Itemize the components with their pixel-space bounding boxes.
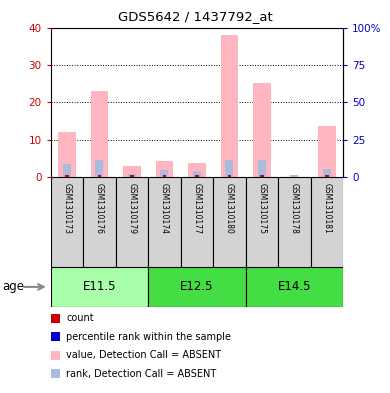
Bar [213,177,246,267]
Bar [253,83,271,177]
Bar [193,171,201,177]
Text: GSM1310179: GSM1310179 [128,183,136,234]
Bar [51,267,148,307]
Bar [90,91,108,177]
Text: GSM1310174: GSM1310174 [160,183,169,234]
Bar [323,169,331,177]
Bar [160,171,168,177]
Bar [123,165,141,177]
Text: E12.5: E12.5 [180,280,214,294]
Bar [148,177,181,267]
Bar [325,175,329,177]
Bar [225,160,234,177]
Bar [258,160,266,177]
Bar [63,164,71,177]
Bar [58,132,76,177]
Bar [65,175,69,177]
Text: E11.5: E11.5 [83,280,116,294]
Text: GDS5642 / 1437792_at: GDS5642 / 1437792_at [118,10,272,23]
Bar [291,175,298,177]
Text: GSM1310181: GSM1310181 [323,183,332,234]
Text: GSM1310180: GSM1310180 [225,183,234,234]
Bar [195,175,199,177]
Text: GSM1310173: GSM1310173 [62,183,71,234]
Text: GSM1310175: GSM1310175 [257,183,266,234]
Bar [128,174,136,177]
Bar [130,175,134,177]
Bar [220,35,238,177]
Bar [156,161,174,177]
Bar [83,177,116,267]
Bar [163,175,167,177]
Bar [227,175,231,177]
Bar [116,177,148,267]
Bar [181,177,213,267]
Text: age: age [2,280,24,294]
Bar [311,177,343,267]
Bar [246,267,343,307]
Bar [148,267,246,307]
Text: GSM1310177: GSM1310177 [192,183,202,234]
Text: GSM1310178: GSM1310178 [290,183,299,234]
Bar [246,177,278,267]
Bar [318,127,336,177]
Text: percentile rank within the sample: percentile rank within the sample [66,332,231,342]
Text: rank, Detection Call = ABSENT: rank, Detection Call = ABSENT [66,369,216,379]
Bar [96,160,103,177]
Bar [260,175,264,177]
Text: E14.5: E14.5 [278,280,311,294]
Text: GSM1310176: GSM1310176 [95,183,104,234]
Text: count: count [66,313,94,323]
Bar [278,177,311,267]
Text: value, Detection Call = ABSENT: value, Detection Call = ABSENT [66,350,222,360]
Bar [51,177,83,267]
Bar [188,163,206,177]
Bar [98,175,101,177]
